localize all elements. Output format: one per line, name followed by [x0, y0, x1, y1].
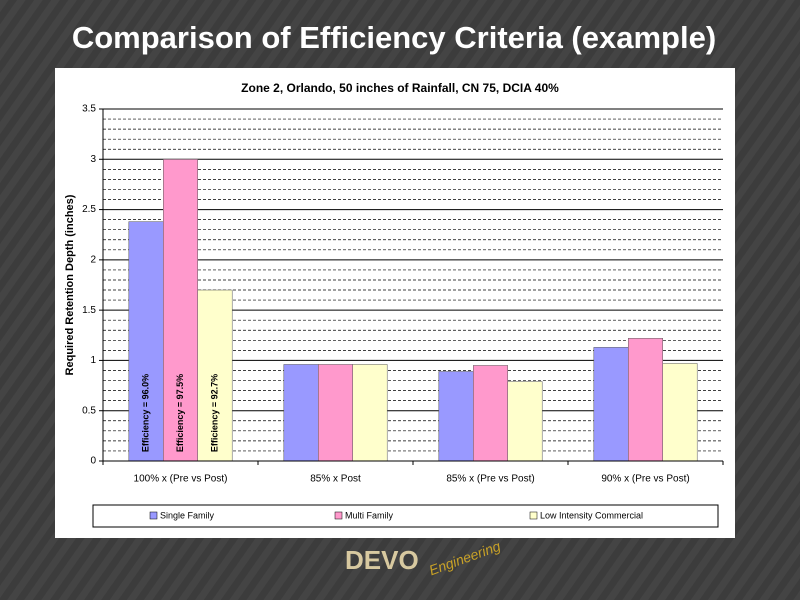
- legend-swatch: [529, 511, 538, 520]
- y-tick-label: 2.5: [82, 204, 96, 215]
- y-tick-label: 3.5: [82, 104, 96, 115]
- y-tick-label: 3: [90, 154, 96, 165]
- bar-annotation: Efficiency = 97.5%: [175, 374, 185, 452]
- bar: [593, 347, 629, 462]
- x-tick-label: 85% x Post: [310, 474, 361, 485]
- legend-swatch: [334, 511, 343, 520]
- bar: [283, 364, 319, 462]
- bar: [163, 159, 198, 462]
- bar: [662, 363, 698, 462]
- bar: [128, 221, 164, 462]
- bar-annotation: Efficiency = 96.0%: [140, 374, 150, 452]
- x-tick-label: 100% x (Pre vs Post): [134, 474, 228, 485]
- bar: [507, 381, 543, 462]
- legend: Single Family Multi Family Low Intensity C…: [92, 504, 719, 528]
- y-tick-label: 2: [90, 254, 96, 265]
- bar: [438, 371, 474, 462]
- bar: [197, 289, 233, 462]
- y-tick-label: 0: [90, 456, 96, 467]
- slide-title: Comparison of Efficiency Criteria (examp…: [72, 20, 716, 55]
- bar: [473, 365, 508, 462]
- x-tick-label: 85% x (Pre vs Post): [446, 474, 534, 485]
- y-tick-label: 1: [90, 355, 96, 366]
- legend-swatch: [149, 511, 158, 520]
- y-axis-label: Required Retention Depth (inches): [64, 194, 76, 375]
- y-tick-label: 0.5: [82, 405, 96, 416]
- bar-annotation: Efficiency = 92.7%: [209, 374, 219, 452]
- legend-label: Single Family: [160, 510, 215, 520]
- bar: [628, 338, 663, 462]
- legend-label: Low Intensity Commercial: [540, 510, 643, 520]
- bar: [352, 364, 388, 462]
- x-tick-label: 90% x (Pre vs Post): [601, 474, 689, 485]
- chart-title: Zone 2, Orlando, 50 inches of Rainfall, …: [241, 81, 559, 95]
- legend-label: Multi Family: [345, 510, 394, 520]
- bar: [318, 364, 353, 462]
- y-tick-label: 1.5: [82, 305, 96, 316]
- legend-box: [92, 504, 719, 528]
- logo-name: DEVO: [345, 545, 419, 575]
